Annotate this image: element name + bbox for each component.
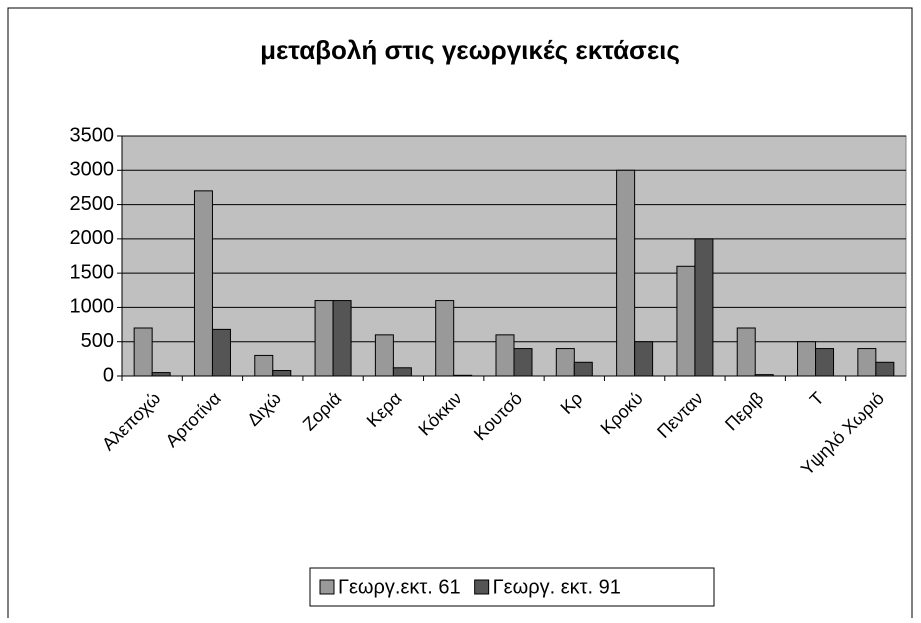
- bar: [797, 341, 817, 377]
- bar: [332, 300, 352, 377]
- legend-label: Γεωργ.εκτ. 61: [338, 576, 461, 598]
- y-tick-label: 0: [103, 364, 114, 386]
- chart-title: μεταβολή στις γεωργικές εκτάσεις: [260, 35, 680, 65]
- bar: [857, 348, 877, 377]
- bar: [193, 190, 213, 377]
- y-tick-label: 3000: [70, 159, 115, 181]
- bar: [513, 348, 533, 377]
- bar: [875, 361, 895, 377]
- legend-swatch: [474, 579, 490, 595]
- legend-swatch: [319, 579, 335, 595]
- bar: [676, 265, 696, 377]
- bar: [374, 334, 394, 377]
- y-tick-label: 3500: [70, 124, 115, 146]
- bar: [151, 372, 171, 377]
- y-tick-label: 2500: [70, 193, 115, 215]
- bar: [392, 367, 412, 377]
- y-tick-label: 1500: [70, 261, 115, 283]
- y-tick-label: 1000: [70, 296, 115, 318]
- bar: [435, 300, 455, 377]
- bar: [254, 354, 274, 377]
- bar: [736, 327, 756, 377]
- legend: [309, 567, 715, 607]
- bar: [694, 238, 714, 377]
- bar: [634, 341, 654, 377]
- bar: [314, 300, 334, 377]
- bar: [495, 334, 515, 377]
- bar: [555, 348, 575, 377]
- bar: [272, 370, 292, 377]
- y-tick-label: 500: [81, 330, 114, 352]
- bar: [133, 327, 153, 377]
- bar: [815, 348, 835, 377]
- legend-label: Γεωργ. εκτ. 91: [493, 576, 621, 598]
- y-tick-label: 2000: [70, 227, 115, 249]
- bar: [616, 169, 636, 377]
- bar: [573, 361, 593, 377]
- bar: [211, 328, 231, 377]
